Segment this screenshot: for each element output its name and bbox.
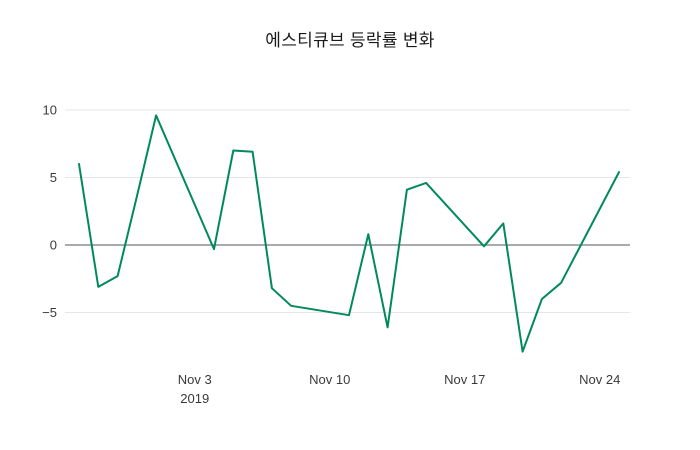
- data-line-series: [78, 114, 620, 353]
- x-tick-label: Nov 24: [579, 372, 620, 387]
- y-tick-label: 0: [50, 238, 57, 253]
- x-tick-label: Nov 3: [178, 372, 212, 387]
- y-tick-label: −5: [42, 305, 57, 320]
- x-tick-year-label: 2019: [180, 391, 209, 406]
- y-tick-label: 5: [50, 170, 57, 185]
- y-tick-label: 10: [43, 103, 57, 118]
- x-tick-label: Nov 10: [309, 372, 350, 387]
- chart-title: 에스티큐브 등락률 변화: [265, 31, 435, 50]
- x-tick-label: Nov 17: [444, 372, 485, 387]
